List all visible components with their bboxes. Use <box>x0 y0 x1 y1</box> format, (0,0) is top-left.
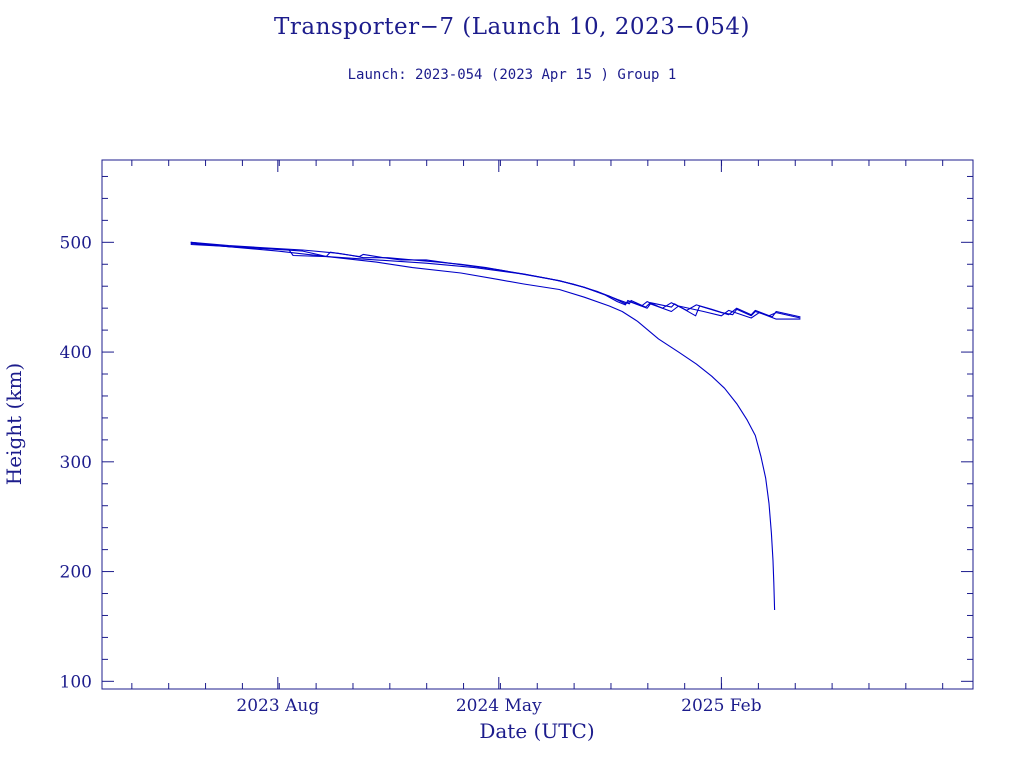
axis-tick-labels: 100 200 300 400 500 2023 Aug 2024 May 2025 Feb <box>60 233 762 716</box>
series-layer <box>190 241 801 611</box>
series-line-2 <box>190 241 801 318</box>
axis-ticks <box>102 160 973 689</box>
x-tick-label: 2024 May <box>456 696 542 716</box>
plot-frame <box>101 159 974 690</box>
series-line-1 <box>190 241 776 611</box>
series-line-4 <box>190 243 801 320</box>
x-tick-label: 2023 Aug <box>236 696 319 716</box>
x-axis-label: Date (UTC) <box>479 719 594 743</box>
y-tick-label: 400 <box>60 343 92 363</box>
y-tick-label: 200 <box>60 563 92 583</box>
chart-subtitle: Launch: 2023-054 (2023 Apr 15 ) Group 1 <box>347 67 677 83</box>
y-tick-label: 500 <box>60 233 92 253</box>
series-line-3 <box>190 242 801 319</box>
y-tick-label: 100 <box>60 672 92 692</box>
x-tick-label: 2025 Feb <box>681 696 762 716</box>
y-tick-label: 300 <box>60 453 92 473</box>
y-axis-label: Height (km) <box>2 363 26 485</box>
chart-title: Transporter−7 (Launch 10, 2023−054) <box>274 14 750 40</box>
